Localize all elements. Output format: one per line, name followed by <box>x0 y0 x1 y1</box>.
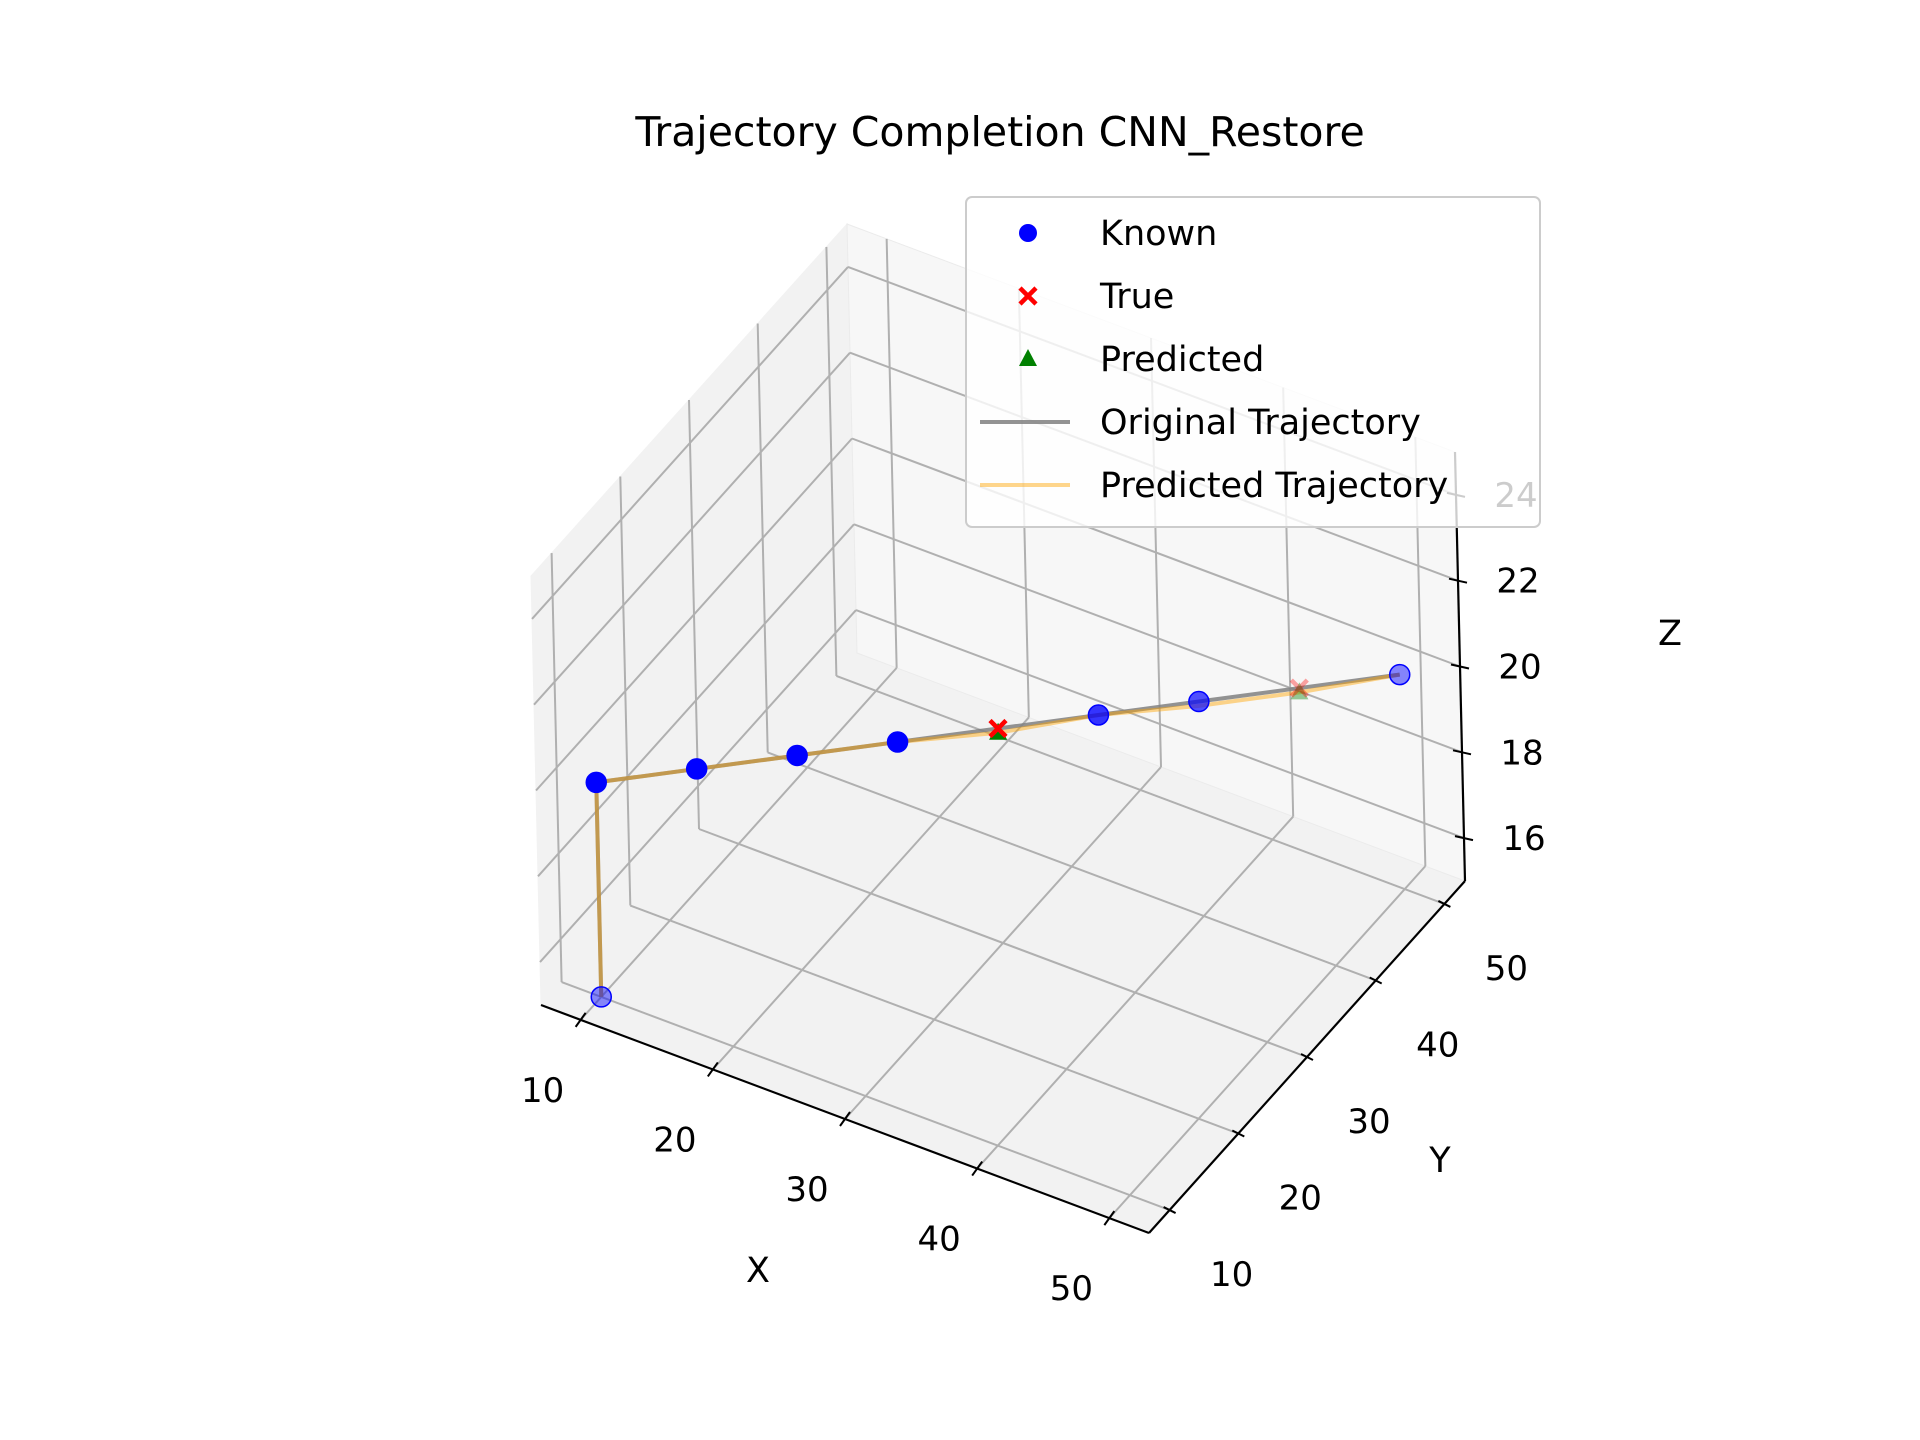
known-point <box>590 986 613 1008</box>
x-axis-label: X <box>746 1251 770 1291</box>
x-tick <box>707 1061 719 1078</box>
legend-item: Known <box>1019 214 1217 254</box>
chart-title: Trajectory Completion CNN_Restore <box>634 108 1364 156</box>
y-tick-label: 20 <box>1279 1179 1322 1219</box>
legend-item: Original Trajectory <box>980 403 1421 443</box>
z-tick-label: 18 <box>1500 733 1543 773</box>
legend-label: Predicted <box>1100 340 1264 380</box>
x-tick-label: 40 <box>918 1220 961 1260</box>
legend: Known True Predicted Original Trajectory Pre… <box>965 196 1541 528</box>
known-point <box>786 744 808 767</box>
tick-marks <box>574 491 1474 1226</box>
legend-box <box>965 196 1541 528</box>
z-grid-left <box>533 352 851 706</box>
y-grid-floor <box>629 904 1239 1135</box>
known-point <box>1388 663 1411 686</box>
z-grid-left <box>535 437 853 792</box>
known-point <box>886 731 909 753</box>
data-markers <box>585 663 1411 1008</box>
legend-known-marker <box>1019 224 1037 242</box>
x-tick <box>574 1012 587 1028</box>
legend-item: True <box>1018 277 1174 317</box>
known-point <box>1087 704 1110 726</box>
z-tick-label: 22 <box>1496 562 1539 602</box>
legend-true-marker <box>1018 286 1038 306</box>
z-grid-back <box>853 523 1463 754</box>
true-point-stroke <box>1289 678 1309 698</box>
x-tick <box>971 1160 983 1177</box>
tick-labels: 102030405010203040501618202224 <box>521 476 1546 1309</box>
y-tick-label: 40 <box>1416 1025 1459 1065</box>
legend-label: True <box>1099 277 1174 317</box>
legend-label: Predicted Trajectory <box>1100 466 1448 506</box>
original-trajectory-line <box>594 672 1401 997</box>
z-grid-left <box>539 609 857 963</box>
y-tick <box>1231 1129 1245 1138</box>
y-tick <box>1437 900 1451 908</box>
x-tick <box>1103 1210 1116 1226</box>
legend-label: Original Trajectory <box>1100 403 1421 443</box>
z-tick <box>1448 577 1468 584</box>
legend-label: Known <box>1100 214 1217 254</box>
x-tick-label: 20 <box>653 1120 696 1160</box>
y-grid-floor <box>836 675 1445 905</box>
z-tick <box>1452 749 1472 756</box>
y-grid-floor <box>767 751 1377 982</box>
known-point <box>685 758 708 780</box>
y-tick <box>1163 1206 1177 1214</box>
z-axis-label: Z <box>1658 614 1682 654</box>
z-tick <box>1450 663 1470 670</box>
y-grid-floor <box>698 828 1308 1058</box>
x-tick-label: 30 <box>785 1170 828 1210</box>
predicted-point <box>1290 682 1309 700</box>
legend-item: Predicted <box>1019 340 1264 380</box>
x-tick-label: 50 <box>1050 1269 1093 1309</box>
y-tick-label: 50 <box>1485 949 1528 989</box>
z-tick <box>1454 835 1474 842</box>
z-grid-back <box>851 437 1461 668</box>
y-grid-floor <box>561 981 1170 1211</box>
x-tick-label: 10 <box>521 1071 564 1111</box>
predicted-trajectory-line <box>594 672 1401 997</box>
y-tick-label: 10 <box>1210 1255 1253 1295</box>
legend-item: Predicted Trajectory <box>980 466 1448 506</box>
y-tick <box>1369 976 1383 985</box>
y-tick-label: 30 <box>1347 1102 1390 1142</box>
y-axis-label: Y <box>1428 1141 1451 1181</box>
z-grid-left <box>537 523 855 877</box>
z-grid-back <box>855 609 1465 840</box>
z-tick-label: 20 <box>1498 648 1541 688</box>
known-point <box>1188 690 1210 713</box>
true-point <box>1289 678 1309 698</box>
true-point-stroke <box>988 718 1008 739</box>
true-point-stroke <box>1289 678 1309 698</box>
true-point <box>988 718 1008 739</box>
legend-predicted-marker <box>1019 349 1037 366</box>
z-grid-left <box>531 266 849 620</box>
trajectory-lines <box>594 672 1401 997</box>
known-point <box>585 771 608 794</box>
x-tick <box>839 1111 851 1127</box>
y-tick <box>1300 1053 1314 1061</box>
z-tick-label: 16 <box>1502 819 1545 859</box>
